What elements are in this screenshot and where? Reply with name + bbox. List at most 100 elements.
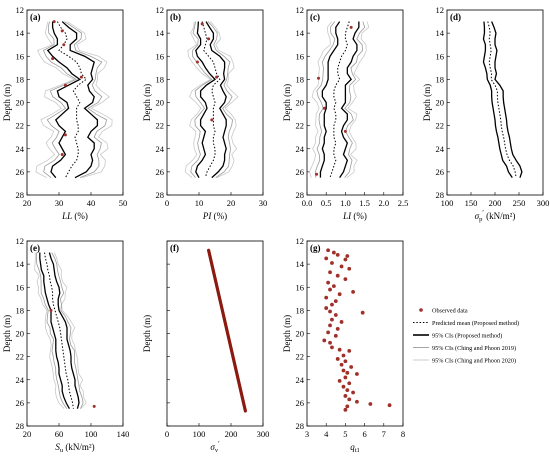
observed-point <box>63 133 67 137</box>
observed-point <box>324 306 329 310</box>
observed-point <box>337 379 342 383</box>
legend-label: Predicted mean (Proposed method) <box>432 320 519 327</box>
observed-point <box>322 338 327 343</box>
x-tick-label: 100 <box>441 198 454 208</box>
predicted-mean-line <box>201 21 221 178</box>
ci-2019-line <box>35 252 68 409</box>
y-tick-label: 22 <box>296 352 305 362</box>
x-axis-label: σp′ (kN/m²) <box>475 209 516 223</box>
plot-frame <box>306 240 404 427</box>
observed-point <box>315 172 319 176</box>
ci-proposed-line <box>39 252 70 409</box>
ci-2019-line <box>64 21 108 179</box>
y-tick-label: 22 <box>296 121 305 131</box>
x-tick-label: 100 <box>85 429 98 439</box>
y-axis-label: Depth (m) <box>282 315 292 352</box>
y-tick-label: 14 <box>16 259 25 269</box>
ci-2020-line <box>210 21 239 179</box>
legend-swatch-dot <box>419 308 423 312</box>
legend-label: 95% CIs (Ching and Phoon 2020) <box>432 358 516 365</box>
x-tick-label: 300 <box>537 198 550 208</box>
observed-point <box>79 75 83 79</box>
observed-point <box>326 248 331 253</box>
y-tick-label: 20 <box>16 98 25 108</box>
y-tick-label: 26 <box>16 398 25 408</box>
x-tick-label: 8 <box>401 429 405 439</box>
x-tick-label: 10 <box>195 198 204 208</box>
observed-point <box>339 320 344 324</box>
x-tick-label: 1.5 <box>359 198 370 208</box>
observed-point <box>345 254 350 258</box>
panel-label: (b) <box>170 12 181 22</box>
observed-point <box>331 284 336 288</box>
x-axis-label: Su (kN/m²) <box>55 442 94 454</box>
y-axis-label: Depth (m) <box>2 84 12 121</box>
y-tick-label: 18 <box>436 74 445 84</box>
x-tick-label: 5 <box>343 429 347 439</box>
x-tick-label: 30 <box>259 198 268 208</box>
x-axis-subscript: t1 <box>355 447 360 454</box>
ci-proposed-line <box>339 21 360 179</box>
x-axis-unit: (%) <box>351 211 367 221</box>
ci-proposed-line <box>482 21 513 179</box>
y-tick-label: 28 <box>16 190 25 200</box>
x-tick-label: 40 <box>87 198 96 208</box>
observed-point <box>200 22 204 26</box>
panel-b: 12 14 16 18 20 22 24 26 280 10 20 30 (b) Depth (m) PI … <box>142 5 267 221</box>
observed-point <box>341 384 346 389</box>
y-tick-label: 22 <box>16 121 25 131</box>
x-tick-label: 1.0 <box>340 198 351 208</box>
y-tick-label: 12 <box>16 236 25 246</box>
x-tick-label: 20 <box>23 198 32 208</box>
ci-2020-line <box>67 21 113 179</box>
observed-point <box>347 381 352 386</box>
y-axis-label: Depth (m) <box>2 315 12 352</box>
ci-proposed-line <box>61 21 99 179</box>
x-axis-symbol: σ <box>210 442 215 452</box>
observed-point <box>343 394 348 398</box>
observed-point <box>330 317 334 322</box>
observed-point <box>345 388 350 393</box>
x-axis-superscript: ′ <box>218 440 220 448</box>
x-tick-label: 300 <box>257 429 270 439</box>
observed-point <box>343 375 348 380</box>
x-axis-superscript: ′ <box>482 209 484 217</box>
observed-point <box>51 57 55 61</box>
observed-point <box>355 372 359 376</box>
x-axis-label: PI (%) <box>202 211 227 221</box>
ci-proposed-line <box>205 21 227 179</box>
x-axis-label: qt1 <box>350 442 360 454</box>
panel-c: 12 14 16 18 20 22 24 26 280.0 0.5 1.0 1.5 2.0 2.5 (c) D… <box>282 5 408 221</box>
observed-point <box>49 308 53 312</box>
observed-point <box>339 264 344 269</box>
x-axis-label: LL (%) <box>61 211 88 221</box>
observed-point <box>343 129 347 133</box>
observed-point <box>335 326 340 331</box>
observed-point <box>331 250 336 255</box>
x-tick-label: 0.0 <box>302 198 313 208</box>
y-tick-label: 22 <box>156 121 165 131</box>
panel-g: 12 14 16 18 20 22 24 26 283 4 5 6 7 8 (g) Depth (m) qt1 <box>282 236 405 454</box>
ci-proposed-line <box>46 21 82 179</box>
y-axis-label: Depth (m) <box>282 84 292 121</box>
x-tick-label: 100 <box>193 429 206 439</box>
observed-point <box>360 310 365 315</box>
y-tick-label: 12 <box>296 5 305 15</box>
observed-point <box>324 295 329 300</box>
observed-point <box>328 287 332 292</box>
x-tick-label: 2.5 <box>398 198 409 208</box>
x-axis-label: LI (%) <box>342 211 367 221</box>
legend-label: 95% CIs (Ching and Phoon 2019) <box>432 345 516 352</box>
ci-2019-line <box>344 21 366 178</box>
observed-point <box>330 345 334 350</box>
y-tick-label: 12 <box>436 5 445 15</box>
y-tick-label: 26 <box>436 167 445 177</box>
ci-2019-line <box>42 21 78 178</box>
ci-proposed-line <box>319 21 341 178</box>
ci-2019-line <box>51 252 84 409</box>
predicted-mean-line <box>487 21 517 178</box>
plot-area <box>35 20 113 179</box>
plot-area <box>309 21 370 179</box>
y-tick-label: 14 <box>156 28 165 38</box>
